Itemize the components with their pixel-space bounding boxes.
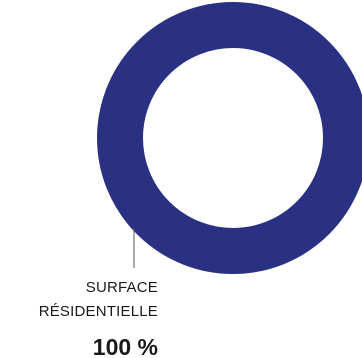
donut-slice-0 <box>97 2 362 274</box>
slice-value: 100 % <box>93 334 158 358</box>
slice-label-line-1: SURFACE <box>86 279 158 296</box>
slice-label-line-2: RÉSIDENTIELLE <box>39 303 158 320</box>
donut-slices <box>97 2 362 274</box>
